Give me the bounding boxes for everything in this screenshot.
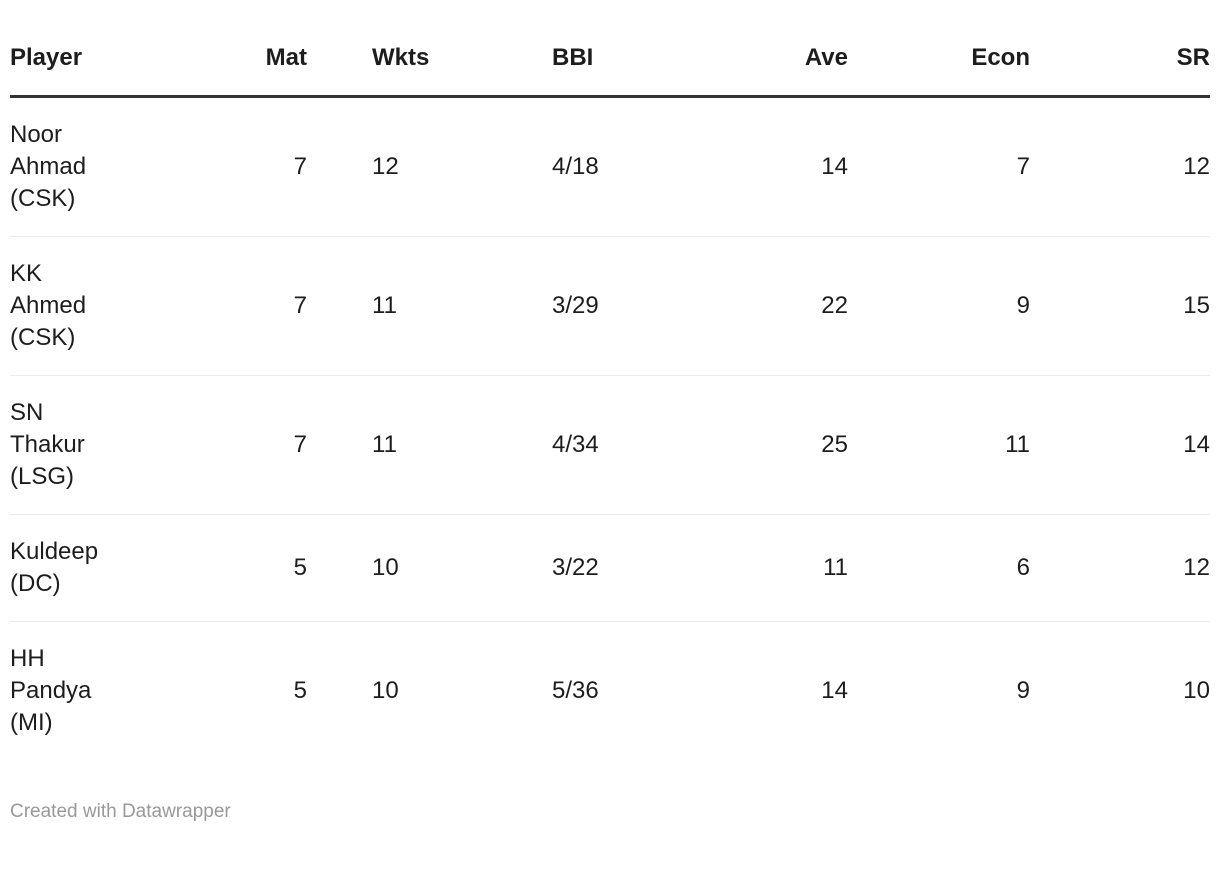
bowling-stats-table: Player Mat Wkts BBI Ave Econ SR Noor Ahm… — [10, 42, 1210, 760]
table-header-row: Player Mat Wkts BBI Ave Econ SR — [10, 42, 1210, 98]
table-row: SN Thakur (LSG) 7 11 4/34 25 11 14 — [10, 375, 1210, 515]
table-row: HH Pandya (MI) 5 10 5/36 14 9 10 — [10, 622, 1210, 761]
header-cell-sr: SR — [1030, 42, 1210, 98]
cell-player: SN Thakur (LSG) — [10, 375, 140, 515]
cell-player: KK Ahmed (CSK) — [10, 236, 140, 376]
cell-econ: 9 — [848, 236, 1030, 376]
cell-mat: 7 — [140, 375, 307, 515]
cell-mat: 7 — [140, 96, 307, 237]
cell-player: Kuldeep (DC) — [10, 514, 140, 622]
table-row: Kuldeep (DC) 5 10 3/22 11 6 12 — [10, 514, 1210, 622]
cell-econ: 9 — [1016, 677, 1030, 704]
header-cell-ave: Ave — [700, 42, 848, 98]
table-row: Noor Ahmad (CSK) 7 12 4/18 14 7 12 — [10, 96, 1210, 237]
cell-sr: 14 — [1030, 375, 1210, 515]
header-cell-player: Player — [10, 42, 140, 98]
cell-bbi: 4/18 — [552, 96, 700, 237]
cell-econ: 6 — [848, 514, 1030, 622]
cell-bbi: 4/34 — [552, 375, 700, 515]
cell-wkts: 11 — [307, 236, 552, 376]
cell-wkts: 10 — [307, 514, 552, 622]
cell-ave: 11 — [700, 514, 848, 622]
cell-ave: 14 — [821, 677, 848, 704]
cell-sr: 15 — [1030, 236, 1210, 376]
cell-ave: 25 — [700, 375, 848, 515]
cell-sr: 12 — [1030, 96, 1210, 237]
table-row: KK Ahmed (CSK) 7 11 3/29 22 9 15 — [10, 236, 1210, 376]
datawrapper-credit: Created with Datawrapper — [10, 800, 1210, 824]
cell-player: Noor Ahmad (CSK) — [10, 96, 140, 237]
cell-bbi: 3/22 — [552, 514, 700, 622]
cell-mat: 5 — [293, 677, 307, 704]
cell-wkts: 11 — [307, 375, 552, 515]
cell-wkts: 10 — [372, 677, 399, 704]
datawrapper-table-embed: Player Mat Wkts BBI Ave Econ SR Noor Ahm… — [0, 42, 1220, 824]
cell-bbi: 5/36 — [552, 677, 599, 704]
cell-bbi: 3/29 — [552, 236, 700, 376]
cell-ave: 14 — [700, 96, 848, 237]
header-cell-wkts: Wkts — [307, 42, 552, 98]
cell-wkts: 12 — [307, 96, 552, 237]
cell-player: HH Pandya (MI) — [10, 645, 92, 736]
cell-sr: 12 — [1030, 514, 1210, 622]
cell-mat: 5 — [140, 514, 307, 622]
cell-ave: 22 — [700, 236, 848, 376]
datawrapper-credit-link[interactable]: Created with Datawrapper — [10, 801, 231, 822]
cell-econ: 11 — [848, 375, 1030, 515]
header-cell-econ: Econ — [848, 42, 1030, 98]
header-cell-mat: Mat — [140, 42, 307, 98]
cell-mat: 7 — [140, 236, 307, 376]
cell-econ: 7 — [848, 96, 1030, 237]
header-cell-bbi: BBI — [552, 42, 700, 98]
cell-sr: 10 — [1183, 677, 1210, 704]
